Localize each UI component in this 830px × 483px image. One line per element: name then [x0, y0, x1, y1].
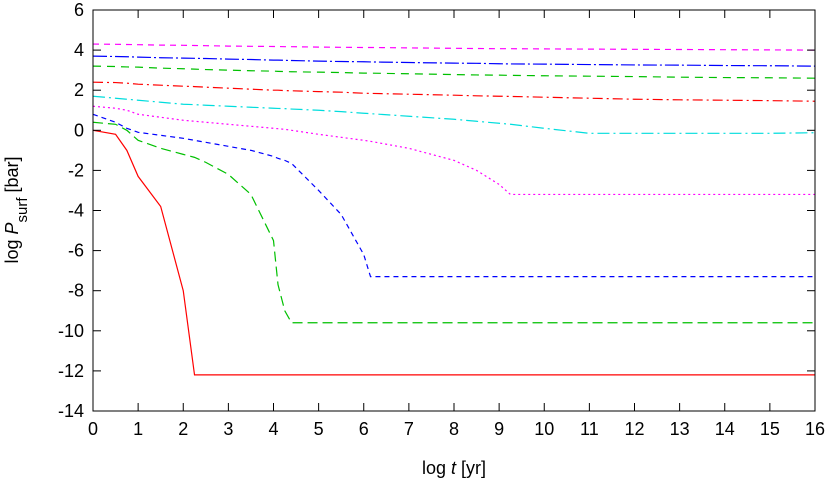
x-tick-label: 4 [268, 419, 278, 439]
y-label-part: P [2, 223, 22, 235]
line-series [92, 55, 816, 67]
x-tick-label: 14 [715, 419, 735, 439]
y-tick-label: -6 [68, 241, 84, 261]
line-series [92, 95, 816, 134]
y-axis-label: log Psurf [bar] [2, 156, 31, 263]
y-tick-label: -10 [58, 321, 84, 341]
y-tick-label: 4 [74, 40, 84, 60]
y-label-part: [bar] [2, 156, 22, 197]
y-tick-label: -2 [68, 160, 84, 180]
x-tick-label: 9 [494, 419, 504, 439]
plot-frame [92, 9, 816, 412]
y-tick-label: -4 [68, 201, 84, 221]
y-tick-label: 0 [74, 120, 84, 140]
y-tick-label: -12 [58, 361, 84, 381]
x-axis-label: log t [yr] [422, 458, 486, 478]
x-label-part: log [422, 458, 451, 478]
x-label-part: t [451, 458, 457, 478]
y-label-part: surf [14, 197, 31, 223]
line-series [92, 113, 815, 278]
x-tick-label: 3 [223, 419, 233, 439]
y-tick-label: -14 [58, 401, 84, 421]
line-series [92, 129, 815, 376]
line-series [92, 121, 815, 324]
line-series [92, 81, 816, 102]
x-tick-label: 5 [314, 419, 324, 439]
x-tick-label: 13 [670, 419, 690, 439]
y-label-part: log [2, 235, 22, 264]
x-tick-label: 7 [404, 419, 414, 439]
x-tick-label: 8 [449, 419, 459, 439]
y-tick-label: 2 [74, 80, 84, 100]
x-tick-label: 0 [88, 419, 98, 439]
y-tick-label: 6 [74, 0, 84, 20]
line-series [92, 43, 816, 51]
x-tick-label: 16 [805, 419, 825, 439]
x-tick-label: 6 [359, 419, 369, 439]
x-tick-label: 12 [624, 419, 644, 439]
y-tick-label: -8 [68, 281, 84, 301]
x-label-part: [yr] [456, 458, 486, 478]
line-series [92, 65, 816, 79]
x-tick-label: 10 [534, 419, 554, 439]
x-tick-label: 11 [580, 419, 599, 439]
x-tick-label: 1 [133, 419, 143, 439]
x-tick-label: 2 [178, 419, 188, 439]
x-tick-label: 15 [760, 419, 780, 439]
